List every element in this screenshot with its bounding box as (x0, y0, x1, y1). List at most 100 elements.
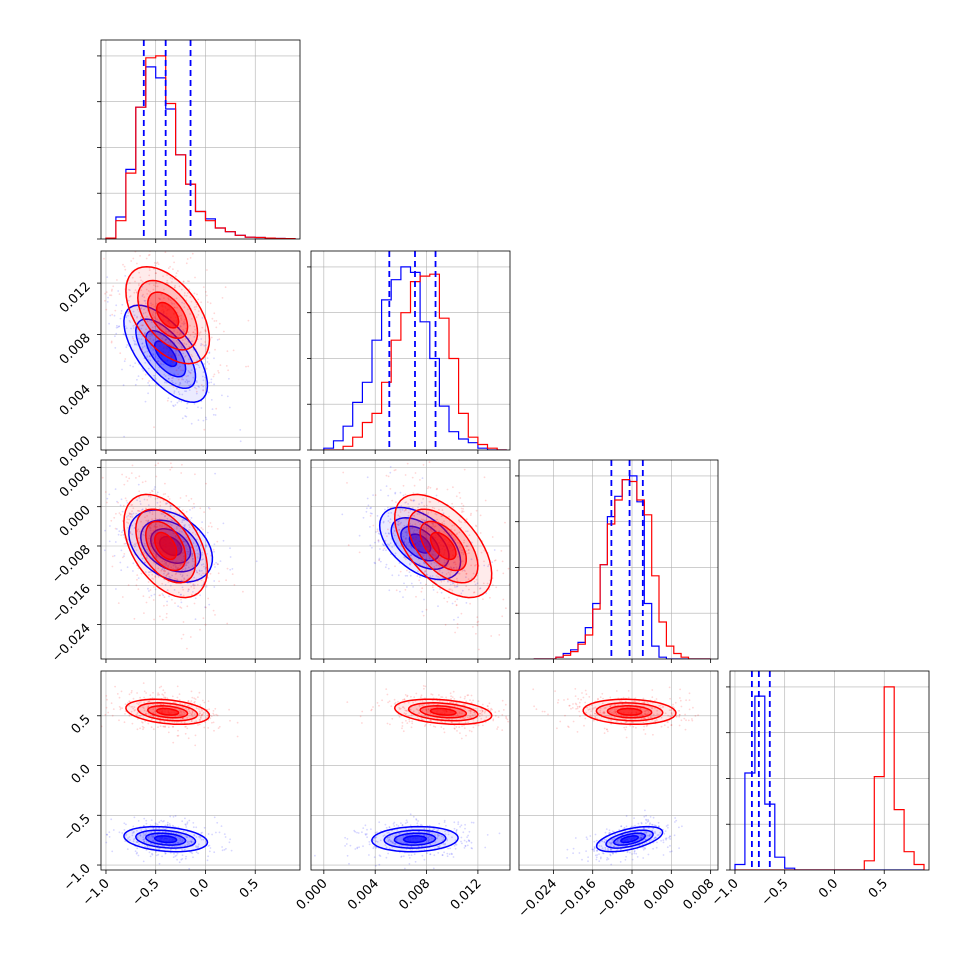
red-sample-point (138, 701, 141, 704)
blue-sample-point (177, 841, 179, 844)
red-sample-point (236, 735, 239, 738)
blue-sample-point (624, 858, 627, 861)
blue-sample-point (178, 333, 181, 336)
red-sample-point (481, 714, 483, 716)
red-sample-point (119, 513, 122, 516)
blue-sample-point (181, 839, 184, 842)
blue-sample-point (164, 852, 167, 855)
red-sample-point (181, 322, 184, 325)
blue-sample-point (404, 537, 407, 540)
blue-sample-point (192, 376, 195, 379)
blue-sample-point (633, 850, 636, 852)
blue-sample-point (171, 302, 174, 305)
blue-sample-point (165, 827, 168, 830)
red-sample-point (186, 308, 189, 311)
red-sample-point (178, 693, 181, 695)
red-sample-point (346, 701, 349, 703)
blue-sample-point (378, 557, 381, 560)
red-sample-point (137, 588, 140, 590)
red-sample-point (167, 495, 170, 498)
red-sample-point (472, 699, 474, 702)
blue-sample-point (180, 579, 183, 582)
red-sample-point (473, 591, 476, 593)
red-sample-point (167, 522, 170, 524)
red-sample-point (152, 541, 155, 544)
red-sample-point (110, 702, 113, 705)
blue-sample-point (379, 839, 382, 842)
blue-sample-point (144, 302, 147, 305)
red-sample-point (134, 544, 137, 546)
red-sample-point (410, 499, 412, 502)
red-sample-point (169, 505, 172, 508)
red-sample-point (443, 530, 446, 533)
blue-sample-point (431, 575, 434, 577)
red-sample-point (486, 705, 489, 707)
red-sample-point (423, 530, 426, 532)
blue-sample-point (572, 852, 574, 855)
red-sample-point (165, 574, 168, 577)
red-sample-point (118, 512, 121, 514)
blue-sample-point (402, 494, 405, 497)
red-sample-point (168, 562, 171, 565)
red-sample-point (410, 695, 412, 698)
red-sample-point (164, 493, 167, 495)
red-sample-point (175, 297, 178, 300)
red-sample-point (436, 557, 438, 560)
blue-sample-point (654, 830, 656, 833)
red-sample-point (157, 263, 160, 265)
red-sample-point (212, 548, 215, 551)
red-sample-point (215, 320, 218, 322)
red-sample-point (535, 713, 537, 715)
blue-sample-point (191, 838, 194, 840)
blue-sample-point (609, 849, 612, 851)
blue-sample-point (120, 569, 123, 572)
blue-sample-point (158, 847, 160, 850)
blue-sample-point (136, 499, 139, 502)
red-sample-point (247, 365, 250, 368)
red-sample-point (153, 586, 155, 588)
blue-sample-point (137, 483, 140, 486)
red-sample-point (411, 720, 413, 723)
blue-sample-point (424, 562, 426, 565)
red-sample-point (490, 707, 493, 710)
blue-sample-point (625, 825, 628, 828)
blue-sample-point (356, 831, 358, 834)
red-sample-point (395, 501, 397, 503)
red-sample-point (455, 604, 458, 607)
blue-sample-point (178, 393, 181, 396)
blue-sample-point (141, 509, 143, 511)
red-sample-point (180, 721, 183, 723)
blue-sample-point (142, 533, 145, 536)
blue-sample-point (633, 852, 636, 855)
red-sample-point (167, 581, 170, 583)
red-sample-point (391, 499, 394, 502)
red-sample-point (187, 737, 190, 740)
blue-sample-point (457, 823, 460, 825)
red-sample-point (428, 461, 431, 464)
red-sample-point (96, 696, 98, 698)
blue-sample-point (402, 596, 404, 598)
blue-sample-point (640, 836, 643, 839)
red-sample-point (163, 297, 165, 299)
red-sample-point (158, 686, 161, 689)
blue-sample-point (202, 419, 205, 422)
red-sample-point (189, 296, 192, 298)
red-sample-point (118, 719, 120, 722)
red-contour-line (407, 702, 479, 722)
blue-sample-point (118, 325, 120, 328)
blue-sample-point (601, 847, 604, 849)
red-sample-point (195, 305, 198, 308)
blue-sample-point (660, 839, 662, 842)
blue-sample-point (147, 504, 150, 507)
red-sample-point (453, 727, 456, 730)
blue-sample-point (397, 520, 399, 523)
red-sample-point (156, 285, 159, 288)
red-sample-point (429, 724, 432, 726)
red-sample-point (501, 714, 504, 716)
red-sample-point (136, 578, 138, 581)
blue-sample-point (144, 400, 147, 403)
blue-sample-point (146, 350, 149, 353)
blue-sample-point (391, 841, 394, 844)
blue-sample-point (444, 842, 447, 845)
red-sample-point (192, 583, 195, 586)
